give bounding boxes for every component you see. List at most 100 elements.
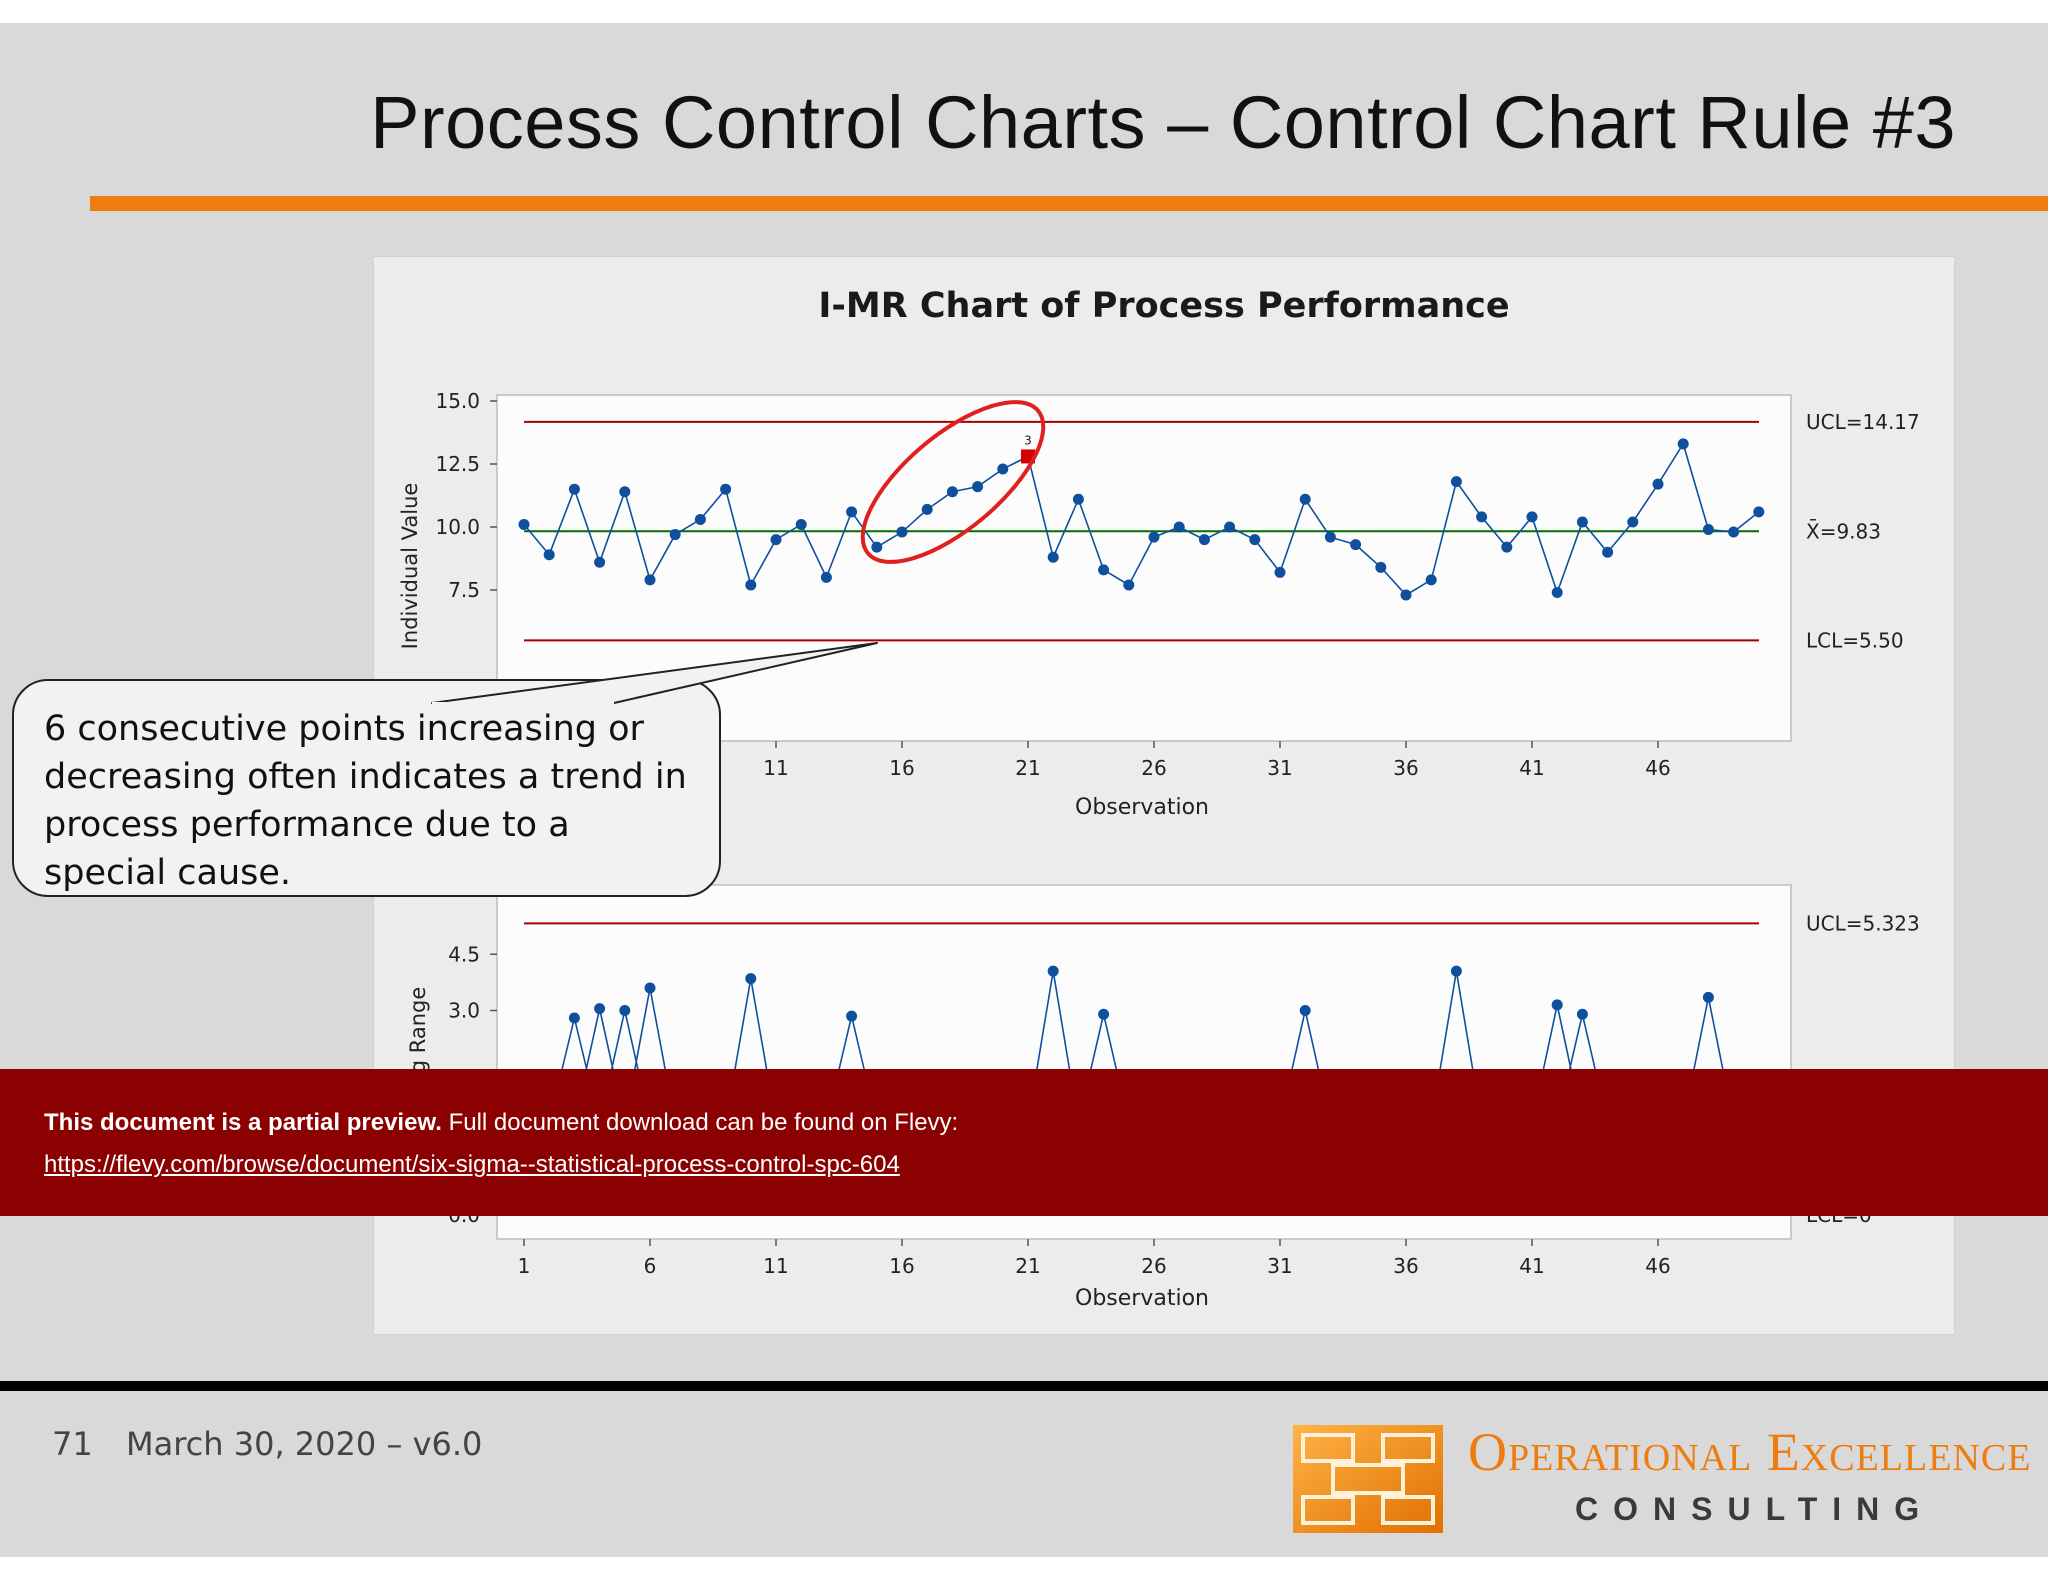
x-tick-label: 31 — [1267, 756, 1292, 780]
x-tick-label: 36 — [1393, 1254, 1418, 1278]
footer-rule — [0, 1381, 2048, 1391]
data-point — [568, 483, 580, 495]
data-point — [1652, 478, 1664, 490]
data-point — [921, 503, 933, 515]
limit-label: LCL=5.50 — [1806, 628, 1904, 652]
data-point — [1400, 589, 1412, 601]
y-tick-label: 7.5 — [448, 578, 480, 602]
data-point — [1551, 999, 1563, 1011]
data-point — [644, 574, 656, 586]
logo-mark-icon — [1293, 1425, 1443, 1533]
data-point — [594, 1003, 606, 1015]
data-point — [972, 481, 984, 493]
data-point — [1299, 493, 1311, 505]
data-point — [543, 549, 555, 561]
data-point — [1098, 1008, 1110, 1020]
logo-line2: CONSULTING — [1575, 1491, 1935, 1527]
banner-lead: This document is a partial preview. — [44, 1109, 442, 1136]
data-point — [1627, 516, 1639, 528]
data-point — [745, 579, 757, 591]
x-tick-label: 11 — [763, 1254, 788, 1278]
data-point — [1702, 524, 1714, 536]
data-point — [1299, 1005, 1311, 1016]
data-point — [1602, 546, 1614, 558]
y-tick-label: 4.5 — [448, 942, 480, 966]
footer-date: March 30, 2020 – v6.0 — [126, 1425, 483, 1463]
x-tick-label: 46 — [1645, 756, 1670, 780]
x-tick-label: 1 — [518, 1254, 531, 1278]
data-point — [1274, 566, 1286, 578]
limit-label: UCL=5.323 — [1806, 911, 1920, 935]
data-point — [694, 513, 706, 525]
data-point — [1148, 531, 1160, 543]
data-point — [1324, 531, 1336, 543]
data-point — [1098, 564, 1110, 576]
data-point — [820, 571, 832, 583]
y-tick-label: 10.0 — [435, 515, 480, 539]
data-point — [1198, 534, 1210, 546]
data-point — [1072, 493, 1084, 505]
data-point — [997, 463, 1009, 475]
x-tick-label: 21 — [1015, 1254, 1040, 1278]
banner-text: Full document download can be found on F… — [448, 1109, 959, 1136]
data-point — [619, 1005, 631, 1016]
data-point — [745, 973, 757, 985]
data-point — [669, 529, 681, 541]
rule-flag-label: 3 — [1024, 433, 1032, 447]
data-point — [1677, 438, 1689, 450]
limit-label: UCL=14.17 — [1806, 410, 1920, 434]
data-point — [1476, 511, 1488, 523]
data-point — [846, 1010, 858, 1022]
y-tick-label: 15.0 — [435, 389, 480, 413]
data-point — [1728, 526, 1740, 538]
data-point — [1450, 476, 1462, 488]
data-point — [594, 556, 606, 568]
y-tick-label: 3.0 — [448, 999, 480, 1023]
data-point — [896, 526, 908, 538]
data-point — [846, 506, 858, 518]
y-tick-label: 12.5 — [435, 452, 480, 476]
individuals-y-label: Individual Value — [398, 483, 422, 650]
x-tick-label: 6 — [644, 1254, 657, 1278]
data-point — [1576, 516, 1588, 528]
series-line — [523, 441, 1760, 597]
x-tick-label: 16 — [889, 1254, 914, 1278]
company-logo: Operational Excellence CONSULTING — [1290, 1421, 2040, 1537]
preview-banner: This document is a partial preview. Full… — [0, 1069, 2048, 1216]
data-point — [1576, 1008, 1588, 1020]
callout-box: 6 consecutive points increasing or decre… — [12, 679, 721, 897]
x-tick-label: 16 — [889, 756, 914, 780]
x-tick-label: 31 — [1267, 1254, 1292, 1278]
page-number: 71 — [52, 1425, 93, 1463]
data-point — [1450, 965, 1462, 977]
moving-range-y-label: g Range — [406, 987, 430, 1074]
banner-link[interactable]: https://flevy.com/browse/document/six-si… — [44, 1151, 900, 1178]
data-point — [1173, 521, 1185, 533]
individuals-x-label: Observation — [1075, 795, 1209, 820]
data-point — [518, 518, 530, 530]
x-tick-label: 26 — [1141, 756, 1166, 780]
x-tick-label: 36 — [1393, 756, 1418, 780]
data-point — [1350, 539, 1362, 551]
data-point — [1375, 561, 1387, 573]
data-point — [1047, 965, 1059, 977]
data-point — [1123, 579, 1135, 591]
data-point — [644, 982, 656, 994]
data-point — [1224, 521, 1236, 533]
x-tick-label: 41 — [1519, 1254, 1544, 1278]
data-point — [1702, 991, 1714, 1003]
x-tick-label: 26 — [1141, 1254, 1166, 1278]
x-tick-label: 21 — [1015, 756, 1040, 780]
data-point — [795, 518, 807, 530]
data-point — [568, 1012, 580, 1024]
x-tick-label: 41 — [1519, 756, 1544, 780]
trend-highlight-ellipse — [860, 400, 1046, 564]
data-point — [619, 486, 631, 498]
x-tick-label: 11 — [763, 756, 788, 780]
limit-label: X̄=9.83 — [1806, 519, 1881, 544]
data-point — [1249, 534, 1261, 546]
data-point — [1753, 506, 1765, 518]
moving-range-x-label: Observation — [1075, 1286, 1209, 1311]
logo-line1: Operational Excellence — [1468, 1422, 2032, 1482]
title-underline — [90, 196, 2048, 211]
